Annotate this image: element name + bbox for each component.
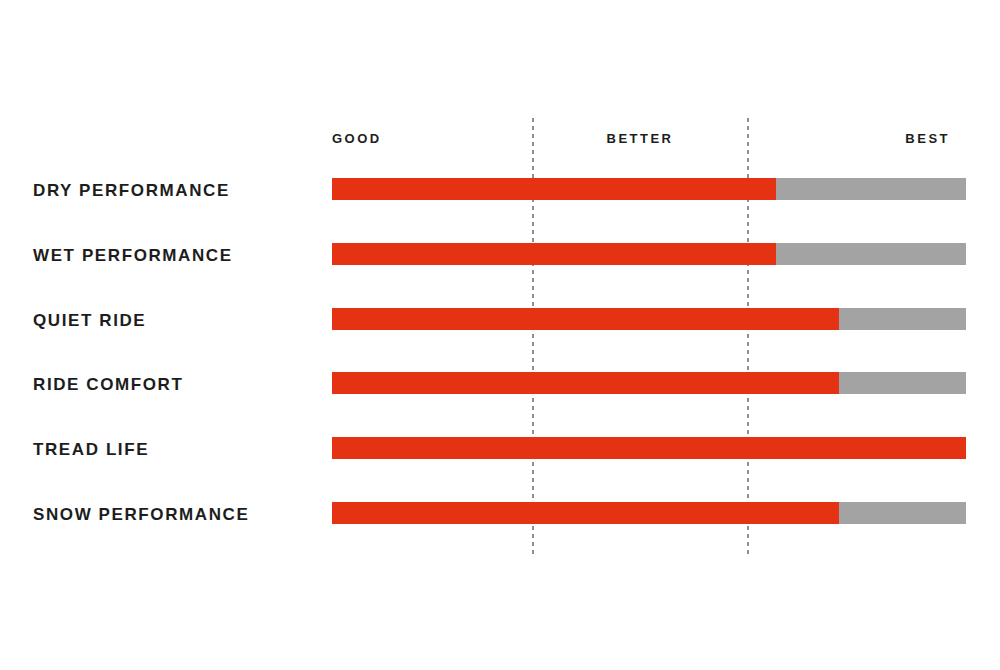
rating-bar-fill xyxy=(332,308,839,330)
row-label-ride-comfort: RIDE COMFORT xyxy=(33,374,183,396)
row-label-snow-performance: SNOW PERFORMANCE xyxy=(33,504,249,526)
row-label-dry-performance: DRY PERFORMANCE xyxy=(33,180,230,202)
rating-bar-track xyxy=(332,437,966,459)
rating-bar-fill xyxy=(332,437,966,459)
rating-bar-fill xyxy=(332,372,839,394)
row-label-tread-life: TREAD LIFE xyxy=(33,439,149,461)
tire-performance-chart: GOOD BETTER BEST DRY PERFORMANCE WET PER… xyxy=(0,0,1000,670)
rating-bar-fill xyxy=(332,243,776,265)
rating-bar-track xyxy=(332,178,966,200)
row-label-wet-performance: WET PERFORMANCE xyxy=(33,245,233,267)
row-label-quiet-ride: QUIET RIDE xyxy=(33,310,146,332)
rating-bar-track xyxy=(332,308,966,330)
rating-bar-fill xyxy=(332,178,776,200)
rating-bar-track xyxy=(332,243,966,265)
rating-bar-track xyxy=(332,502,966,524)
rating-bar-track xyxy=(332,372,966,394)
rating-bar-fill xyxy=(332,502,839,524)
